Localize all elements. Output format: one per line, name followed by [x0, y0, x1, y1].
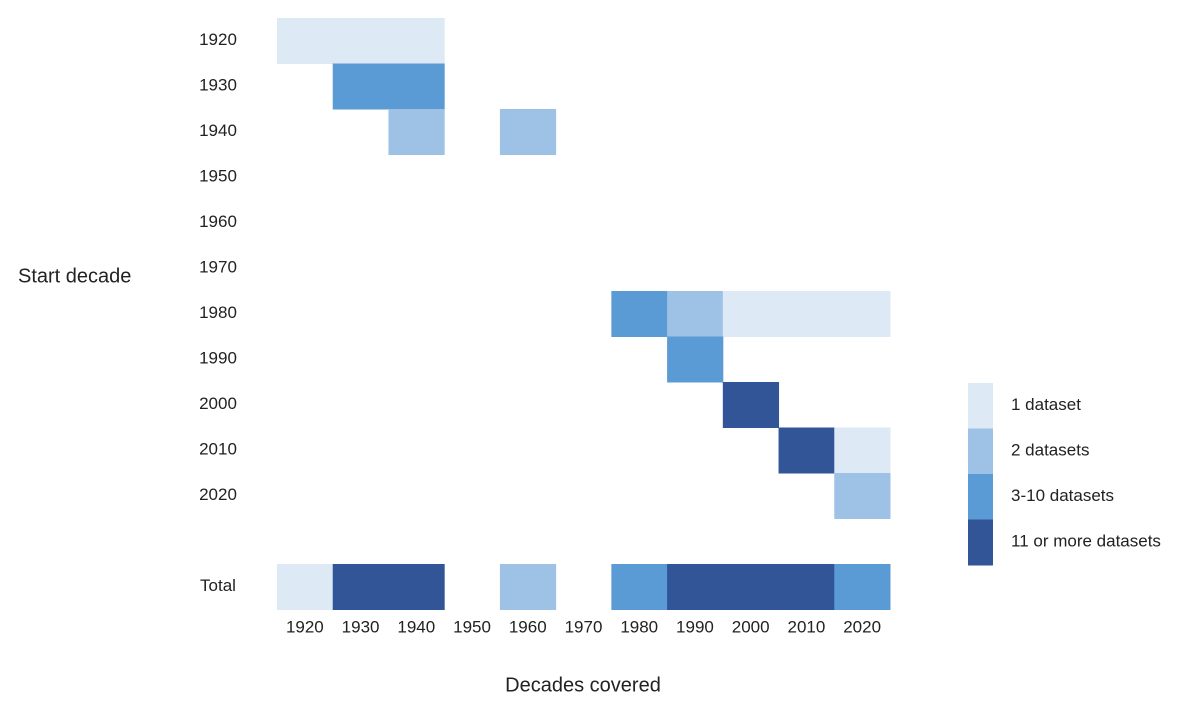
heatmap-cell	[834, 564, 891, 610]
heatmap-cell	[277, 18, 334, 64]
x-tick-label: 1970	[565, 617, 603, 636]
heatmap-cell	[611, 291, 668, 337]
legend-swatch	[968, 474, 993, 520]
y-tick-label: 1940	[199, 121, 237, 140]
y-tick-label: 1960	[199, 212, 237, 231]
x-tick-label: 1990	[676, 617, 714, 636]
legend-swatch	[968, 428, 993, 475]
x-tick-label: 2020	[843, 617, 881, 636]
heatmap-cell	[277, 564, 334, 610]
legend-label: 1 dataset	[1011, 395, 1081, 414]
heatmap-cell	[332, 564, 389, 610]
heatmap-cell	[778, 291, 835, 337]
heatmap-cell	[332, 63, 389, 110]
heatmap-cell	[332, 18, 389, 64]
heatmap-cell	[722, 291, 780, 337]
heatmap-cell	[667, 336, 724, 383]
heatmap-cell	[778, 427, 835, 474]
heatmap-cell	[388, 63, 445, 110]
y-tick-label: 1970	[199, 258, 237, 277]
x-tick-label: 2010	[787, 617, 825, 636]
legend-label: 3-10 datasets	[1011, 486, 1114, 505]
heatmap-cell	[722, 382, 780, 428]
heatmap-cell	[834, 473, 891, 519]
heatmap-cell	[611, 564, 668, 610]
y-tick-label: Total	[200, 576, 236, 595]
x-tick-label: 1950	[453, 617, 491, 636]
x-axis-title: Decades covered	[505, 674, 661, 696]
x-tick-label: 1930	[342, 617, 380, 636]
heatmap-cell	[388, 109, 445, 155]
y-tick-label: 2000	[199, 394, 237, 413]
heatmap-cell	[499, 564, 557, 610]
y-tick-label: 2010	[199, 440, 237, 459]
y-tick-label: 1980	[199, 303, 237, 322]
x-tick-label: 2000	[732, 617, 770, 636]
x-tick-label: 1940	[397, 617, 435, 636]
heatmap-cell	[834, 291, 891, 337]
x-tick-label: 1920	[286, 617, 324, 636]
heatmap-cell	[834, 427, 891, 474]
y-tick-label: 1990	[199, 349, 237, 368]
heatmap-cell	[778, 564, 835, 610]
legend-swatch	[968, 519, 993, 566]
y-tick-label: 2020	[199, 485, 237, 504]
heatmap-cell	[388, 18, 445, 64]
heatmap-cell	[667, 291, 724, 337]
legend-swatch	[968, 383, 993, 429]
legend-label: 2 datasets	[1011, 441, 1089, 460]
heatmap-cell	[388, 564, 445, 610]
y-tick-label: 1920	[199, 30, 237, 49]
heatmap-cell	[667, 564, 724, 610]
heatmap-cell	[499, 109, 557, 155]
legend-label: 11 or more datasets	[1011, 532, 1161, 551]
x-tick-label: 1980	[620, 617, 658, 636]
y-axis-title: Start decade	[18, 265, 131, 287]
y-tick-label: 1950	[199, 167, 237, 186]
x-tick-label: 1960	[509, 617, 547, 636]
heatmap-cell	[722, 564, 780, 610]
y-tick-label: 1930	[199, 76, 237, 95]
